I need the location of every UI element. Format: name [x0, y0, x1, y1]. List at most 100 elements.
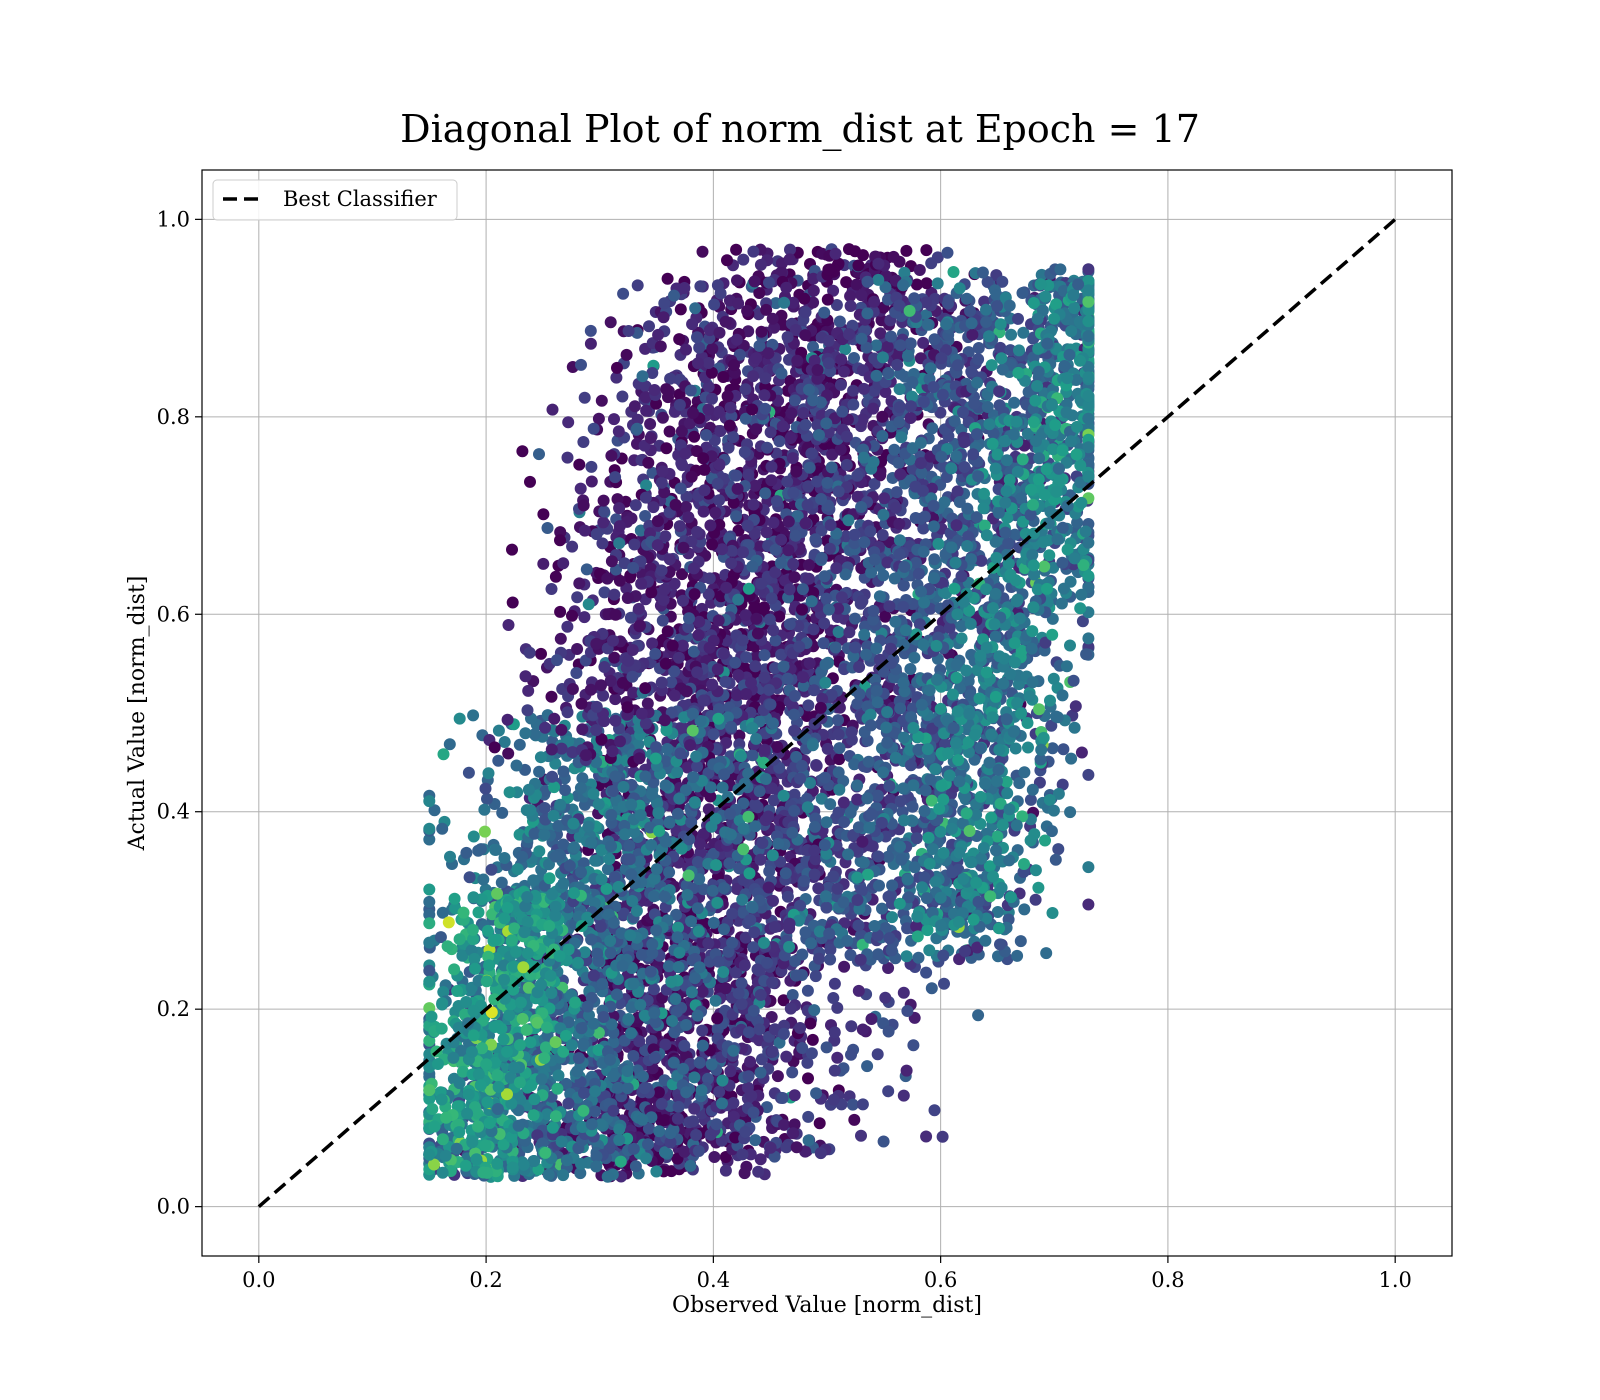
scatter-point-2821	[776, 420, 789, 433]
scatter-point-3658	[724, 401, 737, 414]
scatter-point-3783	[787, 557, 800, 570]
scatter-point-4811	[876, 430, 889, 442]
scatter-point-1884	[681, 761, 694, 774]
scatter-point-3620	[802, 1110, 815, 1123]
scatter-point-4962	[824, 798, 837, 811]
scatter-point-2446	[936, 1130, 949, 1143]
scatter-point-1725	[844, 290, 857, 303]
scatter-point-3958	[803, 572, 815, 585]
scatter-point-1738	[856, 413, 869, 426]
scatter-point-2345	[781, 475, 794, 488]
scatter-point-2290	[834, 378, 847, 391]
scatter-point-3548	[782, 515, 795, 528]
scatter-point-4272	[758, 649, 771, 662]
scatter-point-2055	[850, 278, 863, 291]
scatter-point-4163	[768, 921, 781, 933]
scatter-point-3119	[746, 560, 759, 573]
scatter-point-4445	[808, 868, 821, 881]
scatter-point-3830	[762, 881, 775, 894]
scatter-point-4469	[890, 486, 903, 499]
scatter-point-4961	[835, 591, 848, 604]
scatter-point-1813	[747, 245, 760, 258]
scatter-point-1964	[721, 254, 733, 267]
scatter-point-3990	[788, 804, 801, 817]
scatter-point-4553	[931, 277, 944, 290]
scatter-point-3681	[814, 1147, 827, 1160]
scatter-point-834	[857, 249, 869, 262]
scatter-point-3865	[765, 592, 778, 605]
scatter-point-4976	[1060, 660, 1073, 673]
scatter-point-3441	[790, 1141, 803, 1154]
scatter-point-4372	[796, 583, 809, 596]
scatter-point-3984	[732, 593, 745, 606]
scatter-point-1726	[713, 518, 726, 531]
scatter-point-422	[920, 277, 933, 290]
scatter-point-3966	[928, 1104, 941, 1117]
scatter-point-3561	[868, 295, 881, 308]
scatter-point-3286	[778, 296, 791, 309]
scatter-point-3765	[719, 675, 732, 688]
scatter-point-3884	[742, 582, 755, 595]
scatter-point-1793	[855, 289, 868, 302]
scatter-point-3322	[783, 583, 796, 596]
scatter-point-3937	[775, 367, 788, 380]
scatter-point-3878	[925, 982, 938, 995]
scatter-point-3339	[571, 591, 584, 604]
scatter-point-3863	[784, 1002, 797, 1015]
scatter-point-4797	[951, 359, 964, 372]
scatter-point-3759	[737, 546, 749, 559]
scatter-point-4399	[849, 641, 861, 654]
scatter-point-1772	[852, 259, 865, 272]
scatter-point-3720	[735, 977, 748, 990]
scatter-point-2850	[808, 1004, 821, 1017]
scatter-point-2676	[838, 960, 851, 973]
scatter-point-3207	[809, 970, 822, 983]
scatter-point-1140	[537, 508, 550, 521]
scatter-point-2323	[833, 315, 846, 328]
scatter-point-3219	[763, 613, 776, 626]
scatter-point-4844	[900, 950, 913, 963]
scatter-point-3622	[867, 402, 880, 415]
scatter-point-1745	[771, 1070, 784, 1083]
scatter-point-4487	[1064, 806, 1077, 819]
scatter-point-3443	[843, 626, 856, 639]
scatter-point-4345	[972, 342, 985, 354]
scatter-point-3491	[749, 1134, 762, 1147]
scatter-point-4337	[1069, 700, 1082, 713]
scatter-point-2534	[722, 441, 735, 454]
scatter-point-4954	[994, 938, 1006, 951]
scatter-point-2815	[727, 1097, 740, 1109]
scatter-point-509	[802, 1072, 814, 1085]
scatter-point-3986	[697, 694, 710, 707]
scatter-point-3918	[706, 678, 719, 691]
scatter-point-4251	[855, 501, 868, 513]
scatter-point-3992	[782, 544, 795, 557]
scatter-point-3587	[738, 959, 751, 972]
scatter-point-3213	[821, 742, 834, 755]
scatter-point-3817	[881, 340, 894, 353]
scatter-point-3266	[706, 342, 719, 355]
scatter-point-3862	[672, 1100, 685, 1113]
scatter-point-3591	[827, 1093, 840, 1106]
scatter-point-3040	[831, 1051, 844, 1064]
scatter-point-3194	[799, 329, 812, 342]
scatter-point-3684	[797, 671, 809, 684]
scatter-point-3913	[703, 572, 716, 585]
scatter-point-4009	[908, 651, 921, 664]
scatter-point-3335	[711, 1012, 724, 1025]
scatter-point-1307	[780, 1050, 793, 1063]
scatter-point-1196	[753, 287, 766, 299]
scatter-point-887	[827, 284, 840, 297]
scatter-point-4781	[897, 600, 910, 613]
scatter-point-3849	[740, 688, 753, 700]
scatter-point-3526	[754, 853, 767, 866]
scatter-point-3931	[822, 357, 835, 370]
scatter-point-2813	[769, 543, 782, 556]
scatter-point-1332	[934, 406, 947, 419]
scatter-point-2843	[823, 542, 836, 555]
scatter-point-4014	[844, 806, 857, 819]
scatter-point-3812	[787, 1127, 800, 1140]
scatter-point-3333	[882, 1085, 895, 1098]
scatter-point-3936	[813, 429, 825, 441]
scatter-point-3611	[813, 1117, 826, 1130]
